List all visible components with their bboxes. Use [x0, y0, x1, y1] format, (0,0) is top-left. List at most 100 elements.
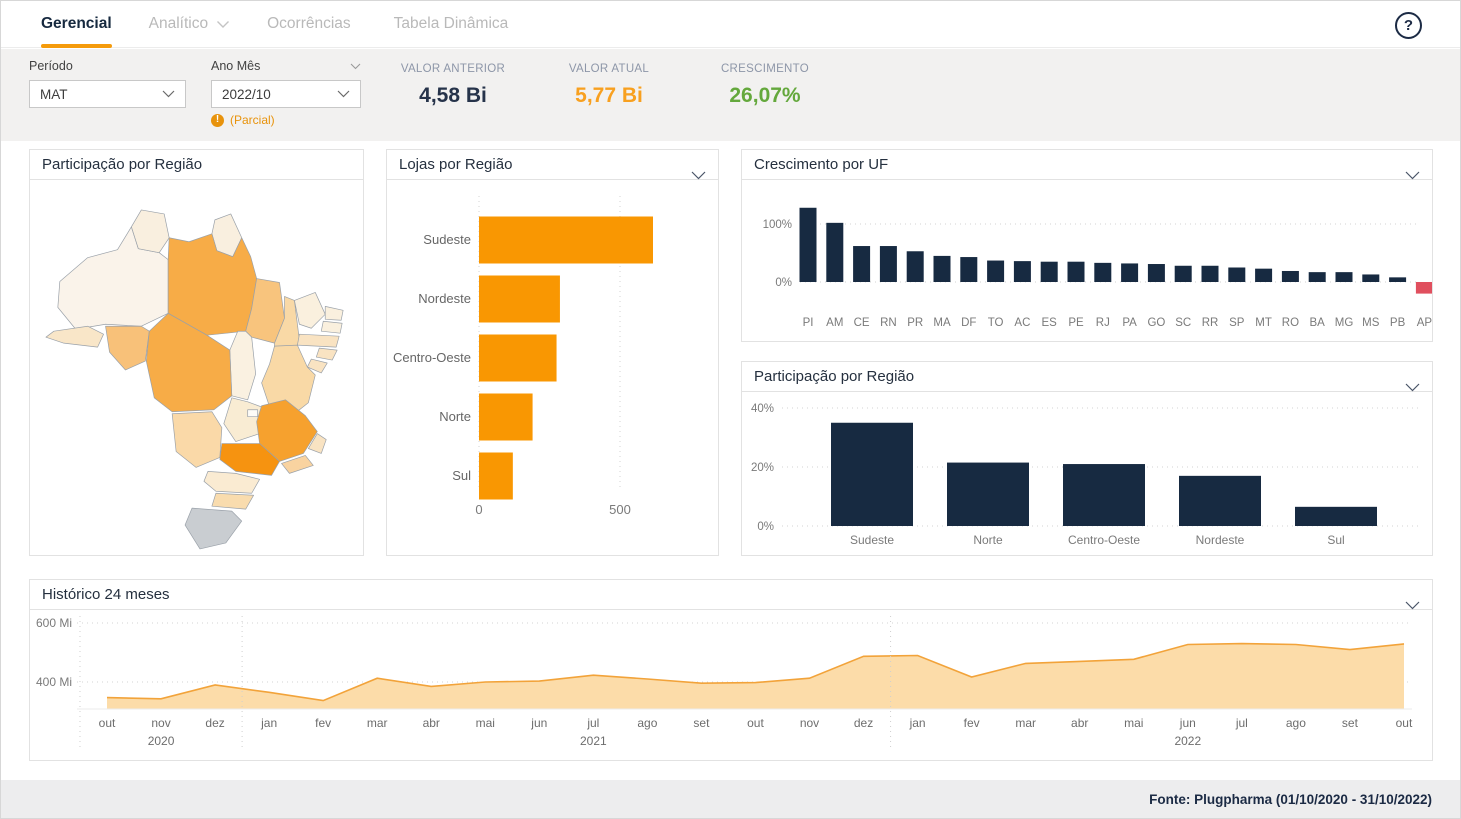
tab-analitico[interactable]: Analítico: [149, 1, 230, 48]
bar-TO[interactable]: [987, 260, 1005, 282]
bar-PB[interactable]: [1389, 277, 1407, 282]
chevron-down-icon[interactable]: [350, 63, 361, 70]
bar-RN[interactable]: [879, 246, 897, 282]
month-label: jul: [586, 716, 599, 730]
state-SE[interactable]: [306, 358, 328, 374]
state-PA[interactable]: [167, 233, 257, 336]
state-ES[interactable]: [307, 433, 327, 454]
kpi-crescimento: CRESCIMENTO 26,07%: [711, 63, 819, 108]
category-label: PA: [1122, 317, 1137, 329]
anomes-filter: Ano Mês 2022/10 ! (Parcial): [211, 59, 361, 127]
panel-participacao-mapa: Participação por Região: [29, 149, 364, 556]
bar-PI[interactable]: [799, 207, 817, 282]
month-label: abr: [423, 716, 440, 730]
tab-gerencial[interactable]: Gerencial: [41, 1, 112, 48]
month-label: set: [1342, 716, 1359, 730]
state-MA[interactable]: [245, 278, 285, 344]
collapse-chevron-icon[interactable]: [691, 161, 706, 190]
top-nav: Gerencial Analítico Ocorrências Tabela D…: [1, 1, 1460, 48]
category-label: AM: [826, 317, 843, 329]
tab-gerencial-label: Gerencial: [41, 15, 112, 32]
bar-Sudeste[interactable]: [479, 216, 653, 264]
source-footer: Fonte: Plugpharma (01/10/2020 - 31/10/20…: [1, 780, 1460, 818]
bar-Nordeste[interactable]: [1179, 475, 1261, 526]
help-button[interactable]: ?: [1395, 12, 1422, 39]
bar-DF[interactable]: [960, 257, 978, 282]
collapse-chevron-icon[interactable]: [1405, 591, 1420, 620]
uf-column-chart: 0% 100% PI AM CE RN PR MA DF TO AC ES PE RJ PA GO SC RR SP…: [742, 180, 1433, 346]
bar-MT[interactable]: [1255, 268, 1273, 282]
chevron-down-icon: [216, 16, 230, 34]
parcial-warning: ! (Parcial): [211, 113, 361, 127]
bar-Norte[interactable]: [947, 462, 1029, 526]
bar-Sul[interactable]: [479, 452, 513, 500]
tab-ocorrencias[interactable]: Ocorrências: [267, 1, 351, 48]
chevron-down-icon: [337, 90, 350, 98]
category-label: Sudeste: [423, 232, 471, 247]
bar-PE[interactable]: [1067, 261, 1085, 282]
state-AC[interactable]: [45, 325, 104, 348]
tab-ocorrencias-label: Ocorrências: [267, 15, 351, 32]
state-SC[interactable]: [211, 492, 255, 510]
bar-Centro-Oeste[interactable]: [1063, 464, 1145, 526]
kpi-valor-atual: VALOR ATUAL 5,77 Bi: [555, 63, 663, 108]
month-label: fev: [315, 716, 331, 730]
bar-AC[interactable]: [1013, 261, 1031, 282]
state-RJ[interactable]: [281, 455, 314, 474]
bar-Norte[interactable]: [479, 393, 533, 441]
bar-AP[interactable]: [1415, 282, 1433, 294]
state-MG[interactable]: [256, 399, 318, 462]
bar-BA[interactable]: [1308, 272, 1326, 282]
bar-MA[interactable]: [933, 255, 951, 282]
state-CE[interactable]: [294, 292, 326, 329]
month-label: jan: [909, 716, 926, 730]
state-DF[interactable]: [247, 409, 258, 418]
bar-SC[interactable]: [1174, 265, 1192, 282]
periodo-select[interactable]: MAT: [29, 80, 186, 108]
state-PE[interactable]: [297, 333, 340, 348]
bar-CE[interactable]: [853, 246, 871, 282]
bar-ES[interactable]: [1040, 261, 1058, 282]
bar-AM[interactable]: [826, 222, 844, 282]
category-label: RR: [1202, 317, 1219, 329]
state-MS[interactable]: [171, 411, 223, 468]
axis-tick-label: 400 Mi: [36, 675, 72, 689]
bar-Nordeste[interactable]: [479, 275, 560, 323]
bar-SP[interactable]: [1228, 267, 1246, 283]
state-RR[interactable]: [131, 209, 170, 254]
bar-Sul[interactable]: [1295, 506, 1377, 526]
bar-MG[interactable]: [1335, 272, 1353, 282]
state-RN[interactable]: [324, 306, 344, 321]
lojas-bar-chart: 0 500 Sudeste Nordeste Centro-Oeste Norte Sul: [387, 180, 718, 559]
collapse-chevron-icon[interactable]: [1405, 161, 1420, 190]
state-TO[interactable]: [229, 330, 256, 401]
state-RO[interactable]: [105, 325, 150, 371]
collapse-chevron-icon[interactable]: [1405, 373, 1420, 402]
state-RS[interactable]: [184, 507, 243, 550]
bar-RR[interactable]: [1201, 265, 1219, 282]
bar-PR[interactable]: [906, 251, 924, 282]
bar-RO[interactable]: [1281, 270, 1299, 282]
anomes-select[interactable]: 2022/10: [211, 80, 361, 108]
category-label: Norte: [439, 409, 471, 424]
month-label: mar: [1015, 716, 1036, 730]
category-label: PI: [803, 317, 814, 329]
bar-Sudeste[interactable]: [831, 422, 913, 526]
kpi-value: 5,77 Bi: [575, 84, 643, 107]
area-fill[interactable]: [107, 643, 1404, 709]
state-MT[interactable]: [145, 312, 233, 413]
bar-RJ[interactable]: [1094, 262, 1112, 282]
axis-tick-label: 100%: [763, 219, 792, 231]
question-mark-icon: ?: [1403, 17, 1414, 34]
bar-GO[interactable]: [1147, 264, 1165, 282]
category-label: SP: [1229, 317, 1245, 329]
bar-MS[interactable]: [1362, 274, 1380, 282]
tab-tabela-dinamica[interactable]: Tabela Dinâmica: [394, 1, 509, 48]
bar-PA[interactable]: [1121, 263, 1139, 282]
state-PB[interactable]: [320, 320, 343, 334]
state-PR[interactable]: [203, 471, 260, 494]
state-AL[interactable]: [315, 347, 338, 361]
bar-Centro-Oeste[interactable]: [479, 334, 557, 382]
state-SP[interactable]: [219, 443, 280, 476]
category-label: BA: [1310, 317, 1326, 329]
